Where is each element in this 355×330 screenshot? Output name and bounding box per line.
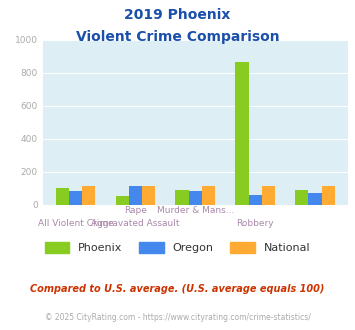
Text: 2019 Phoenix: 2019 Phoenix (124, 8, 231, 22)
Text: Compared to U.S. average. (U.S. average equals 100): Compared to U.S. average. (U.S. average … (30, 284, 325, 294)
Bar (142, 186, 155, 205)
Bar (116, 195, 129, 205)
Bar (82, 186, 95, 205)
Bar (262, 186, 275, 205)
Bar (56, 188, 69, 205)
Text: All Violent Crime: All Violent Crime (38, 219, 113, 228)
Bar (322, 186, 335, 205)
Bar (129, 185, 142, 205)
Text: Rape: Rape (124, 206, 147, 215)
Bar (189, 191, 202, 205)
Bar (235, 62, 248, 205)
Bar (175, 190, 189, 205)
Bar (202, 186, 215, 205)
Text: Murder & Mans...: Murder & Mans... (157, 206, 234, 215)
Text: Violent Crime Comparison: Violent Crime Comparison (76, 30, 279, 44)
Bar (295, 190, 308, 205)
Legend: Phoenix, Oregon, National: Phoenix, Oregon, National (45, 242, 310, 253)
Bar (248, 195, 262, 205)
Text: Aggravated Assault: Aggravated Assault (91, 219, 180, 228)
Text: © 2025 CityRating.com - https://www.cityrating.com/crime-statistics/: © 2025 CityRating.com - https://www.city… (45, 314, 310, 322)
Text: Robbery: Robbery (236, 219, 274, 228)
Bar (308, 193, 322, 205)
Bar (69, 191, 82, 205)
